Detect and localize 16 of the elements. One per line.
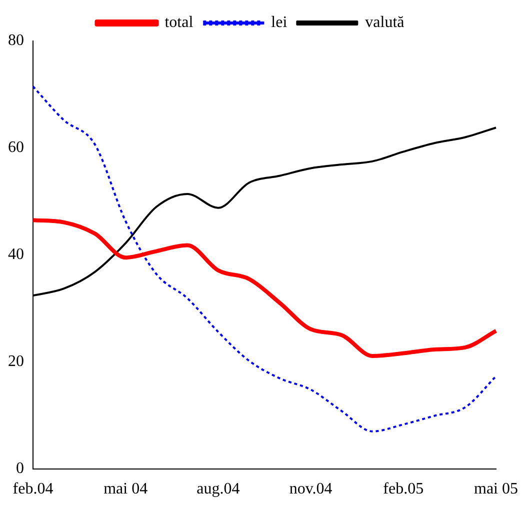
y-tick-label: 20 — [8, 353, 24, 370]
x-tick-label: aug.04 — [196, 480, 240, 498]
legend-label: total — [164, 14, 194, 32]
x-tick-label: mai 04 — [104, 480, 148, 498]
line-series — [31, 218, 498, 358]
line-series — [32, 85, 497, 432]
legend-label: valută — [365, 14, 404, 32]
y-tick-label: 40 — [8, 246, 24, 264]
x-tick-label: feb.04 — [12, 480, 54, 498]
legend-label: lei — [271, 14, 288, 32]
x-tick-label: nov.04 — [289, 480, 332, 498]
y-tick-label: 60 — [8, 139, 24, 156]
x-tick-label: feb.05 — [383, 480, 424, 498]
x-tick-label: mai 05 — [474, 480, 518, 498]
y-tick-label: 0 — [16, 460, 24, 478]
y-tick-label: 80 — [8, 32, 24, 50]
